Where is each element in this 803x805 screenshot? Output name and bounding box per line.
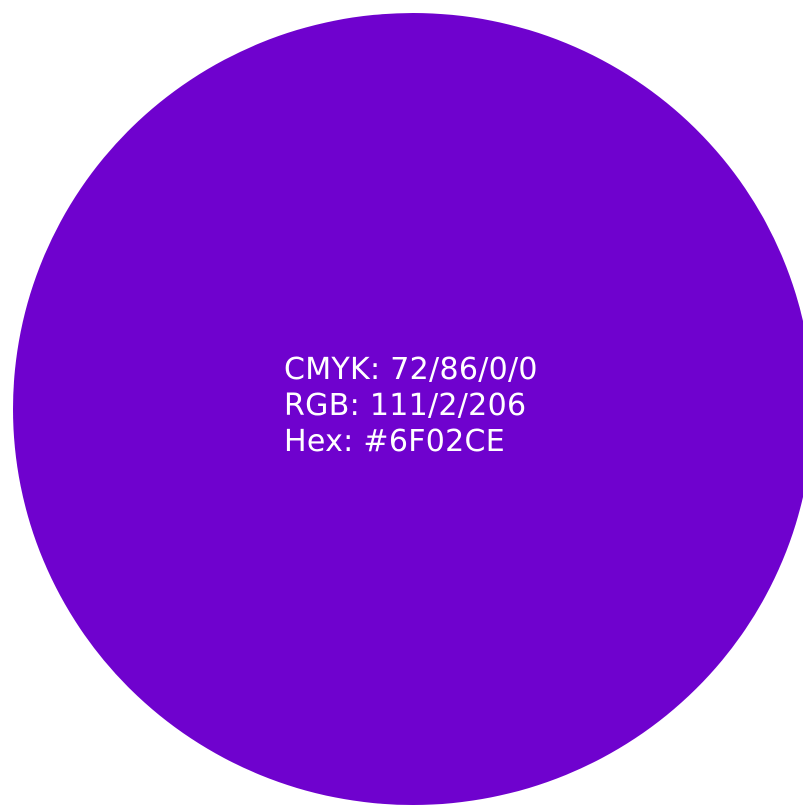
rgb-value: RGB: 111/2/206 bbox=[284, 388, 527, 423]
color-swatch-circle bbox=[13, 13, 803, 805]
color-values-text: CMYK: 72/86/0/0 RGB: 111/2/206 Hex: #6F0… bbox=[284, 352, 538, 460]
cmyk-value: CMYK: 72/86/0/0 bbox=[284, 352, 538, 387]
hex-value: Hex: #6F02CE bbox=[284, 424, 506, 459]
